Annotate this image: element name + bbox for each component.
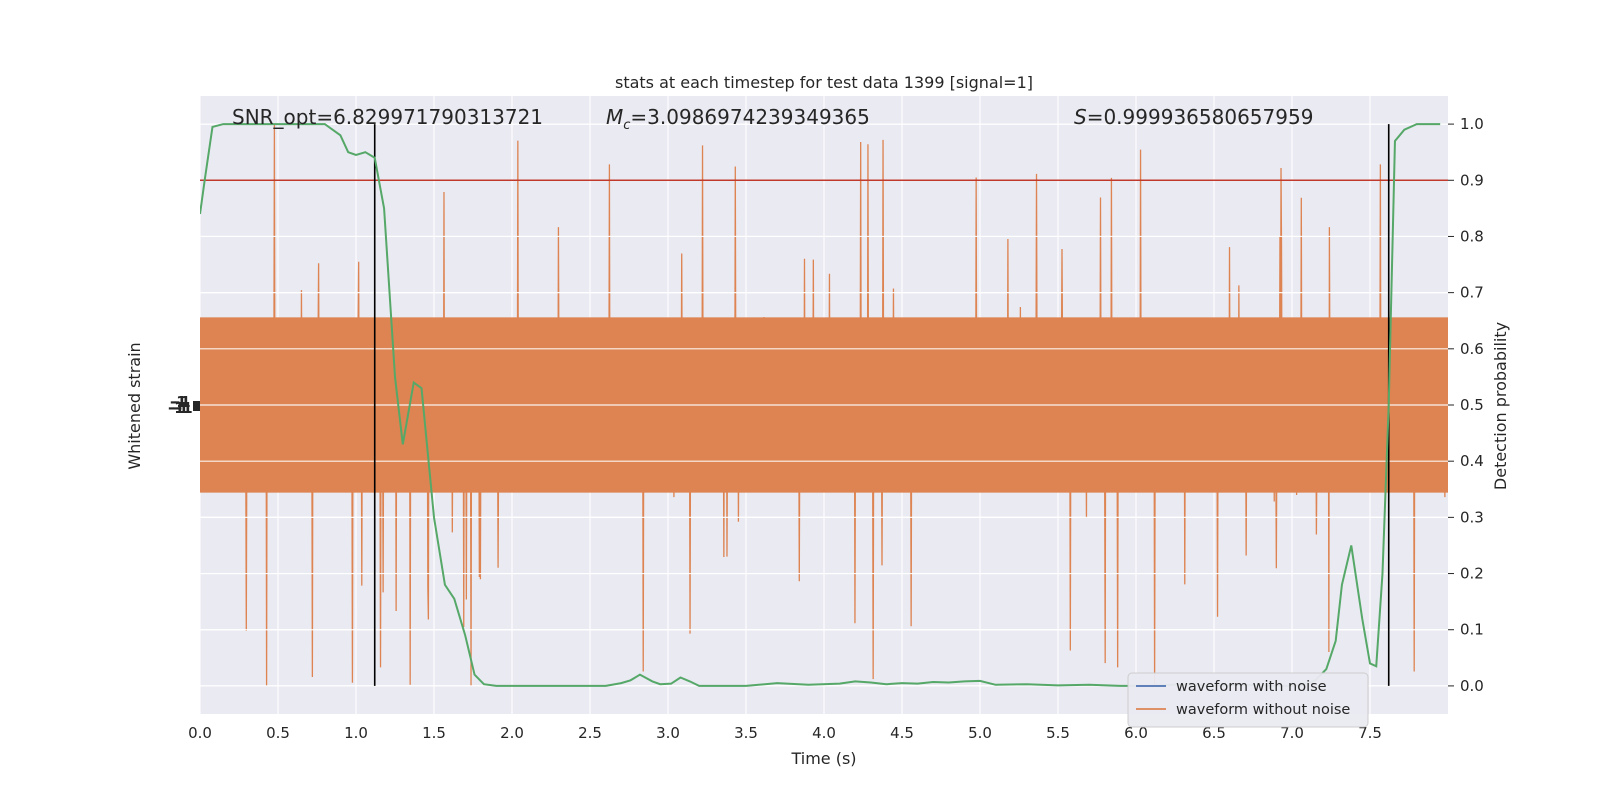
left-axis-label: Whitened strain [125,342,144,469]
right-tick-label: 0.8 [1460,227,1484,245]
x-tick-label: 5.5 [1046,724,1070,742]
right-tick-label: 0.0 [1460,677,1484,695]
mc-annotation: Mc=3.0986974239349365 [606,105,870,133]
strain-series-layer [200,123,1448,687]
s-value: =0.999936580657959 [1087,105,1314,129]
overlay-layer [200,123,1448,687]
legend-box [1127,672,1369,728]
legend-label-clean: waveform without noise [1176,702,1350,718]
x-tick-label: 3.0 [656,724,680,742]
right-tick-label: 0.7 [1460,284,1484,302]
x-tick-label: 1.0 [344,724,368,742]
right-tick-label: 0.1 [1460,621,1484,639]
detection-probability-line [200,123,1441,687]
x-tick-label: 2.0 [500,724,524,742]
right-tick-label: 0.6 [1460,340,1484,358]
left-tick-label: -1 [174,393,191,411]
right-tick-label: 0.4 [1460,452,1484,470]
left-tick-label: -1 [176,399,193,417]
x-tick-label: 7.0 [1280,724,1304,742]
right-tick-label: 0.5 [1460,396,1484,414]
snr-annotation: SNR_opt=6.829971790313721 [232,105,543,129]
x-axis-label: Time (s) [790,749,856,768]
x-tick-label: 4.5 [890,724,914,742]
s-annotation: S=0.999936580657959 [1074,105,1313,129]
left-axis-ticks: -1-1-1-1-1 [168,393,200,417]
x-tick-label: 2.5 [578,724,602,742]
legend: waveform with noise waveform without noi… [1127,672,1369,728]
x-tick-label: 3.5 [734,724,758,742]
legend-label-noise: waveform with noise [1176,679,1327,695]
x-tick-label: 0.5 [266,724,290,742]
x-tick-label: 0.0 [188,724,212,742]
x-axis-ticks: 0.0 0.5 1.0 1.5 2.0 2.5 3.0 3.5 4.0 4.5 5.0 5.5 6.0 6… [188,724,1382,742]
x-tick-label: 1.5 [422,724,446,742]
right-tick-label: 0.3 [1460,508,1484,526]
right-tick-label: 1.0 [1460,115,1484,133]
right-axis-ticks: 0.0 0.1 0.2 0.3 0.4 0.5 0.6 0.7 0.8 0.9 1.0 [1448,115,1484,695]
right-tick-label: 0.2 [1460,565,1484,583]
left-tick-label: -1 [168,399,185,417]
x-tick-label: 6.0 [1124,724,1148,742]
x-tick-label: 6.5 [1202,724,1226,742]
x-tick-label: 4.0 [812,724,836,742]
mc-value: =3.0986974239349365 [630,105,869,129]
left-tick-label: -1 [170,393,187,411]
x-tick-label: 7.5 [1358,724,1382,742]
x-tick-label: 5.0 [968,724,992,742]
left-tick-mark [193,401,200,411]
chart-title: stats at each timestep for test data 139… [615,73,1033,92]
right-tick-label: 0.9 [1460,171,1484,189]
left-tick-label: -1 [172,399,189,417]
right-axis-label: Detection probability [1491,322,1510,490]
